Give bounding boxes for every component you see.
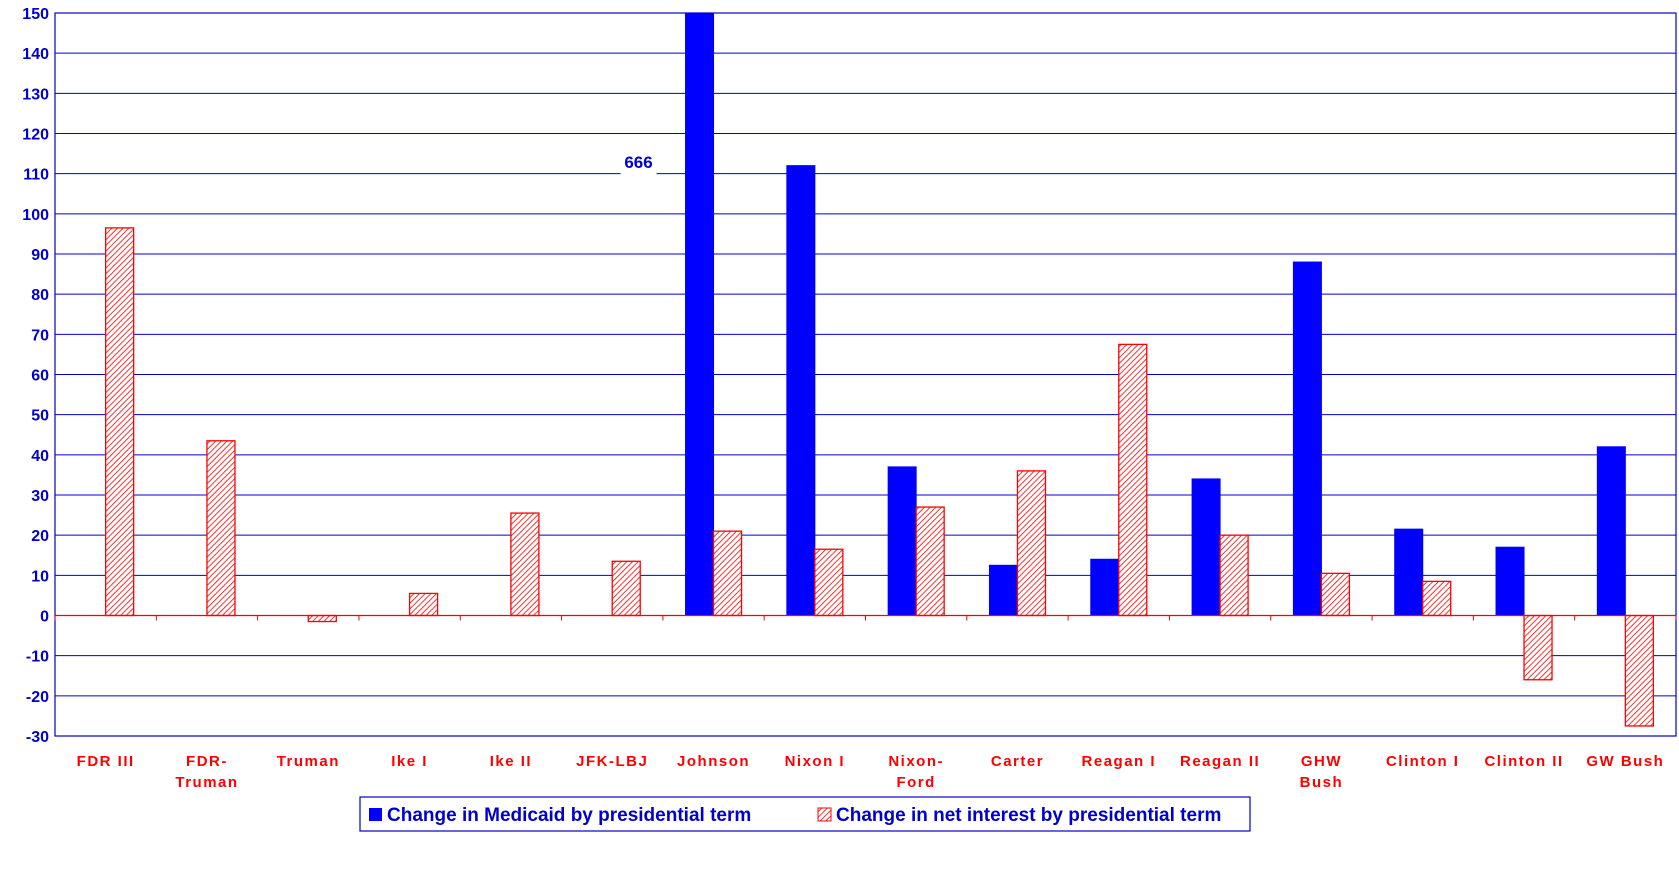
y-tick-label: -30 <box>26 729 49 746</box>
medicaid-bar <box>1394 528 1424 616</box>
medicaid-bar <box>1292 261 1322 616</box>
interest-bar <box>1118 343 1148 617</box>
medicaid-bar <box>988 564 1018 617</box>
interest-bar <box>510 512 540 617</box>
y-tick-label: 80 <box>31 287 49 304</box>
medicaid-bar <box>685 12 715 616</box>
x-tick-label: Nixon- <box>888 753 944 770</box>
plot-frame <box>54 12 1677 737</box>
y-tick-label: 90 <box>31 247 49 264</box>
x-tick-label: Ford <box>896 774 935 791</box>
y-tick-label: 120 <box>22 127 49 144</box>
y-tick-label: 50 <box>31 408 49 425</box>
x-tick-label: Truman <box>175 774 238 791</box>
x-tick-label: Bush <box>1300 774 1344 791</box>
x-tick-label: Clinton I <box>1386 753 1460 770</box>
medicaid-bar <box>887 466 917 616</box>
y-tick-label: 0 <box>40 609 49 626</box>
legend-box <box>359 796 1251 832</box>
interest-bar <box>1624 614 1654 727</box>
annotation-backdrop <box>620 151 657 175</box>
interest-bar <box>206 440 236 617</box>
x-tick-label: Reagan I <box>1082 753 1157 770</box>
y-tick-label: 30 <box>31 488 49 505</box>
x-tick-label: Clinton II <box>1484 753 1563 770</box>
interest-bar <box>408 592 439 617</box>
legend-label-medicaid: Change in Medicaid by presidential term <box>387 805 751 826</box>
y-tick-label: 140 <box>22 46 49 63</box>
interest-bar <box>915 506 945 617</box>
y-tick-label: -10 <box>26 649 49 666</box>
legend-swatch-medicaid <box>369 808 382 821</box>
x-axis-ticks: FDR III FDR- Truman Truman Ike I Ike II JFK-LB… <box>77 753 1664 791</box>
y-tick-label: 60 <box>31 368 49 385</box>
interest-bar <box>105 227 135 617</box>
y-tick-label: 100 <box>22 207 49 224</box>
annotation-label: 666 <box>624 153 652 172</box>
bars <box>105 12 1654 727</box>
gridlines <box>55 12 1676 737</box>
x-tick-label: Carter <box>991 753 1044 770</box>
medicaid-bar <box>1495 546 1525 617</box>
interest-bar <box>814 548 844 617</box>
x-tick-label: Ike I <box>391 753 428 770</box>
x-tick-label: FDR III <box>77 753 135 770</box>
x-tick-label: GHW <box>1301 753 1342 770</box>
y-tick-label: 20 <box>31 528 49 545</box>
y-tick-label: 150 <box>22 6 49 23</box>
y-tick-label: 130 <box>22 86 49 103</box>
annotations: 666 <box>620 151 657 175</box>
x-tick-label: GW Bush <box>1586 753 1664 770</box>
y-axis-ticks: 1501401301201101009080706050403020100-10… <box>22 6 49 746</box>
y-tick-label: -20 <box>26 689 49 706</box>
interest-bar <box>611 560 641 617</box>
x-tick-label: Johnson <box>677 753 750 770</box>
x-tick-label: JFK-LBJ <box>576 753 648 770</box>
legend-label-interest: Change in net interest by presidential t… <box>836 805 1221 826</box>
x-tick-label: Ike II <box>490 753 532 770</box>
medicaid-bar <box>1596 446 1626 616</box>
y-tick-label: 10 <box>31 568 49 585</box>
interest-bar <box>1523 614 1553 681</box>
interest-bar <box>1016 470 1047 617</box>
y-tick-label: 110 <box>23 167 49 184</box>
x-tick-label: Truman <box>277 753 340 770</box>
interest-bar <box>307 614 337 623</box>
legend: Change in Medicaid by presidential term C… <box>359 796 1251 832</box>
x-tick-label: Nixon I <box>785 753 846 770</box>
x-tick-label: FDR- <box>186 753 228 770</box>
interest-bar <box>712 530 743 617</box>
y-tick-label: 70 <box>31 327 49 344</box>
y-tick-label: 40 <box>31 448 49 465</box>
interest-bar <box>1219 534 1249 617</box>
axes <box>54 12 1677 737</box>
interest-bar <box>1320 572 1351 617</box>
medicaid-bar <box>1090 558 1120 616</box>
medicaid-bar <box>786 165 816 616</box>
medicaid-bar <box>1191 478 1221 616</box>
interest-bar <box>1422 580 1452 617</box>
legend-swatch-interest <box>817 807 832 822</box>
x-tick-label: Reagan II <box>1180 753 1260 770</box>
